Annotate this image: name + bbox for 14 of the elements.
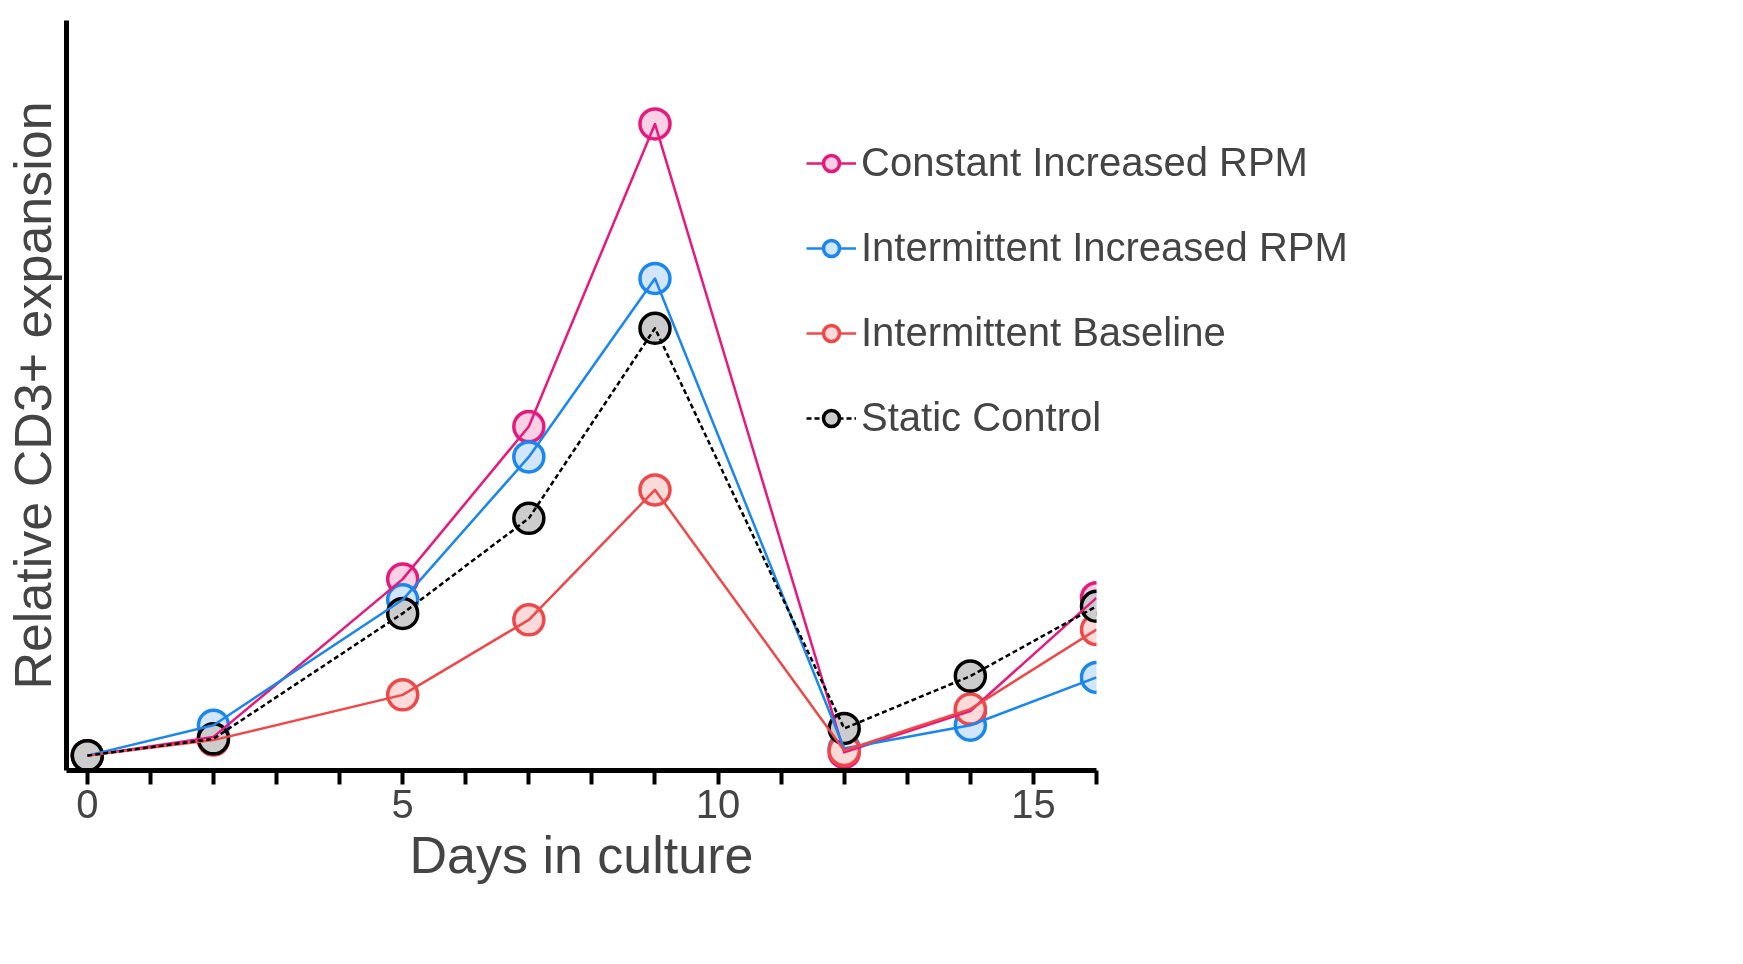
x-tick-label: 0 [76, 781, 99, 826]
point [953, 659, 988, 693]
y-axis-title: Relative CD3+ expansion [3, 101, 62, 690]
x-tick-label: 5 [391, 781, 414, 826]
legend-label: Intermittent Increased RPM [861, 225, 1348, 270]
legend-label: Constant Increased RPM [861, 140, 1308, 185]
x-tick-label: 10 [695, 781, 741, 826]
point [512, 501, 546, 536]
x-tick-label: 15 [1011, 781, 1056, 826]
legend-label: Intermittent Baseline [861, 310, 1226, 355]
legend-label: Static Control [861, 395, 1102, 440]
point [638, 311, 672, 345]
x-axis-title: Days in culture [409, 825, 754, 884]
point [638, 473, 672, 507]
